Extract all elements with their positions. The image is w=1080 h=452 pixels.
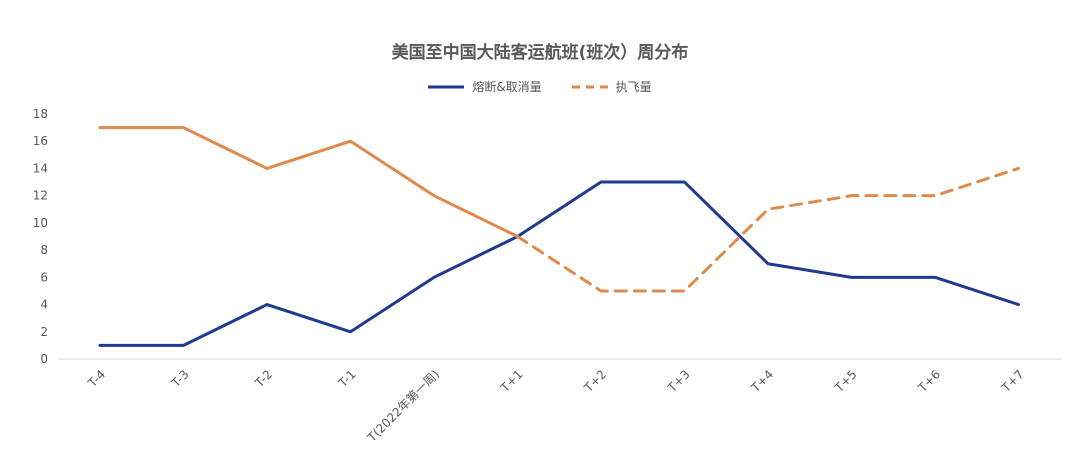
legend-label-operated: 执飞量	[615, 80, 652, 94]
y-tick-label: 6	[40, 270, 48, 284]
x-tick-label: T-2	[252, 367, 275, 390]
legend-swatch-operated	[571, 85, 608, 88]
series-line-1-dashed	[516, 166, 1020, 293]
x-tick-label: T-3	[168, 367, 191, 390]
legend-item-operated: 执飞量	[571, 78, 652, 95]
x-tick-label: T+2	[581, 367, 609, 395]
y-tick-label: 16	[33, 134, 48, 148]
series-line-0	[98, 180, 1020, 347]
x-tick-label: T+1	[497, 367, 525, 395]
x-tick-label: T(2022年第一周)	[364, 367, 442, 445]
x-tick-label: T+6	[915, 367, 943, 395]
x-tick-label: T+7	[998, 367, 1026, 395]
legend-label-cancel: 熔断&取消量	[472, 80, 542, 94]
x-tick-label: T+3	[664, 367, 692, 395]
legend-item-cancel: 熔断&取消量	[428, 78, 542, 95]
chart-title: 美国至中国大陆客运航班(班次）周分布	[391, 43, 689, 63]
x-tick-label: T-4	[85, 367, 108, 390]
y-tick-label: 18	[33, 107, 48, 121]
y-tick-label: 12	[33, 189, 48, 203]
x-tick-label: T+4	[748, 367, 776, 395]
y-tick-label: 4	[40, 298, 48, 312]
series-line-1-solid	[98, 126, 519, 238]
y-tick-label: 8	[40, 243, 48, 257]
x-tick-label: T+5	[831, 367, 859, 395]
y-tick-label: 10	[33, 216, 48, 230]
y-tick-label: 0	[40, 352, 48, 366]
y-tick-label: 14	[33, 161, 48, 175]
legend-swatch-cancel	[428, 85, 465, 88]
y-tick-label: 2	[40, 325, 48, 339]
x-tick-label: T-1	[335, 367, 358, 390]
legend: 熔断&取消量 执飞量	[0, 78, 1080, 95]
